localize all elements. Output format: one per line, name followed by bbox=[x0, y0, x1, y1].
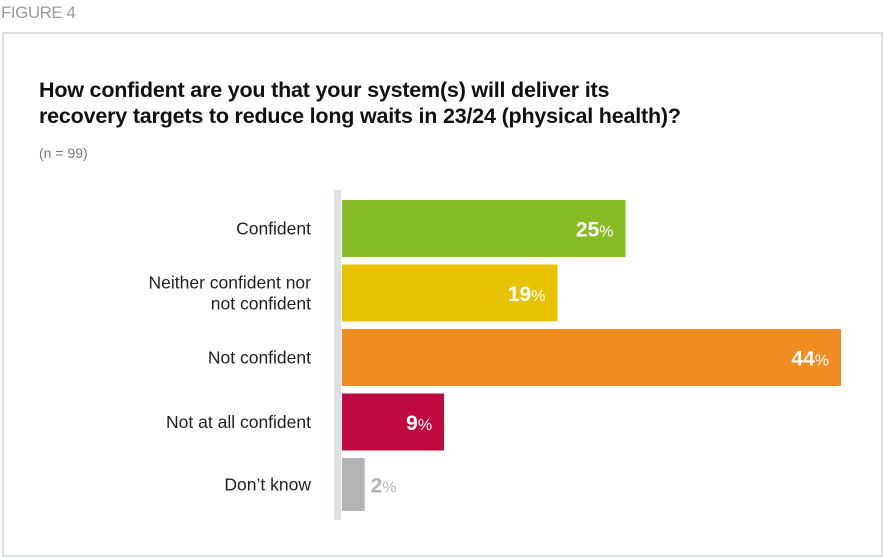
figure-label: FIGURE 4 bbox=[1, 3, 76, 22]
chart-title: How confident are you that your system(s… bbox=[39, 77, 859, 129]
bar-2 bbox=[342, 329, 841, 386]
y-axis-line bbox=[334, 190, 341, 520]
value-label-0: 25% bbox=[576, 219, 614, 242]
value-label-2: 44% bbox=[791, 348, 829, 371]
value-label-3: 9% bbox=[406, 412, 432, 435]
chart-title-line-2: recovery targets to reduce long waits in… bbox=[39, 104, 681, 128]
category-label-1-line-1: not confident bbox=[211, 294, 311, 314]
bar-0 bbox=[342, 200, 626, 257]
category-label-3: Not at all confident bbox=[166, 412, 311, 432]
value-label-4: 2% bbox=[371, 475, 397, 498]
bar-3 bbox=[342, 393, 445, 451]
category-label-1-line-0: Neither confident nor bbox=[149, 273, 312, 293]
bar-4 bbox=[342, 458, 365, 511]
chart-subtitle: (n = 99) bbox=[39, 145, 88, 161]
category-label-4: Don’t know bbox=[224, 475, 311, 495]
category-label-0: Confident bbox=[236, 219, 311, 239]
chart-title-line-1: How confident are you that your system(s… bbox=[39, 78, 610, 102]
value-label-1: 19% bbox=[508, 283, 546, 306]
bar-1 bbox=[342, 264, 558, 322]
category-label-2: Not confident bbox=[208, 348, 311, 368]
